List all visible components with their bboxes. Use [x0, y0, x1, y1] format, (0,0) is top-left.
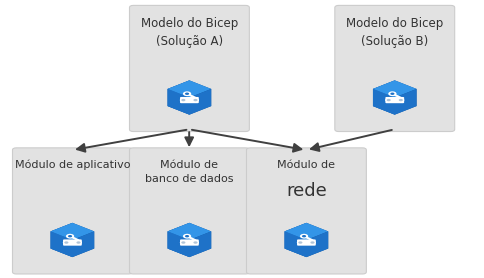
FancyBboxPatch shape: [246, 148, 365, 274]
Polygon shape: [167, 223, 189, 257]
Circle shape: [75, 240, 82, 245]
Polygon shape: [167, 89, 211, 115]
Polygon shape: [167, 80, 211, 115]
Circle shape: [396, 98, 404, 102]
FancyBboxPatch shape: [129, 5, 249, 131]
Circle shape: [181, 99, 185, 101]
Circle shape: [64, 241, 68, 244]
Circle shape: [192, 98, 198, 102]
Circle shape: [180, 98, 186, 102]
Text: Módulo de
banco de dados: Módulo de banco de dados: [145, 160, 233, 184]
Text: Modelo do Bicep
(Solução A): Modelo do Bicep (Solução A): [140, 17, 238, 48]
FancyBboxPatch shape: [334, 5, 454, 131]
FancyBboxPatch shape: [180, 239, 198, 246]
FancyBboxPatch shape: [13, 148, 132, 274]
FancyBboxPatch shape: [296, 239, 315, 246]
Circle shape: [193, 241, 197, 244]
Text: rede: rede: [286, 182, 326, 200]
Circle shape: [76, 241, 80, 244]
Text: Modelo do Bicep
(Solução B): Modelo do Bicep (Solução B): [346, 17, 442, 48]
Circle shape: [390, 93, 393, 95]
FancyBboxPatch shape: [385, 97, 403, 103]
Polygon shape: [167, 231, 211, 257]
FancyBboxPatch shape: [63, 239, 82, 246]
Polygon shape: [167, 223, 211, 257]
Polygon shape: [167, 223, 211, 240]
Circle shape: [308, 240, 316, 245]
Polygon shape: [372, 80, 394, 115]
Polygon shape: [284, 223, 328, 240]
Circle shape: [68, 235, 72, 237]
Polygon shape: [167, 80, 211, 98]
Circle shape: [296, 240, 303, 245]
Polygon shape: [284, 223, 306, 257]
Circle shape: [184, 235, 189, 237]
Circle shape: [384, 98, 392, 102]
Circle shape: [182, 234, 191, 239]
Polygon shape: [50, 223, 94, 240]
Circle shape: [310, 241, 314, 244]
Polygon shape: [167, 80, 189, 115]
Text: Módulo de aplicativo: Módulo de aplicativo: [15, 160, 130, 170]
Polygon shape: [50, 223, 72, 257]
Polygon shape: [284, 223, 328, 257]
Circle shape: [398, 99, 402, 101]
Circle shape: [193, 99, 197, 101]
Circle shape: [63, 240, 70, 245]
FancyBboxPatch shape: [180, 97, 198, 103]
Circle shape: [388, 91, 396, 96]
Polygon shape: [372, 89, 416, 115]
Circle shape: [192, 240, 198, 245]
Polygon shape: [50, 223, 94, 257]
Polygon shape: [372, 80, 416, 115]
Circle shape: [181, 241, 185, 244]
Polygon shape: [372, 80, 416, 98]
Circle shape: [184, 93, 189, 95]
Polygon shape: [284, 231, 328, 257]
Circle shape: [298, 241, 302, 244]
Circle shape: [386, 99, 390, 101]
Polygon shape: [50, 231, 94, 257]
Circle shape: [66, 234, 74, 239]
Circle shape: [302, 235, 305, 237]
Circle shape: [180, 240, 186, 245]
Circle shape: [182, 91, 191, 96]
Text: Módulo de: Módulo de: [277, 160, 335, 170]
Circle shape: [299, 234, 307, 239]
FancyBboxPatch shape: [129, 148, 249, 274]
